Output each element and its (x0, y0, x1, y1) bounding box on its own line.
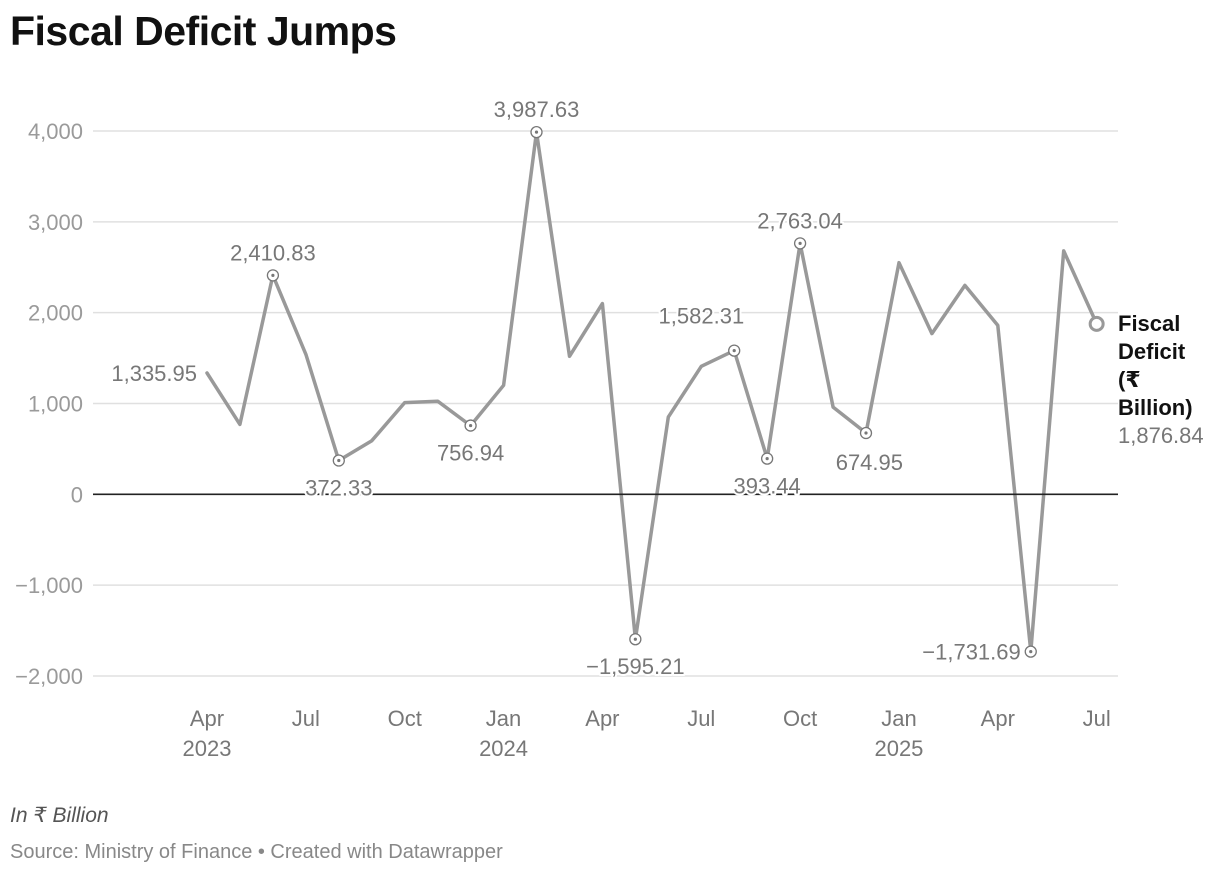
x-tick-label: Jan (486, 706, 521, 731)
x-tick-year-label: 2024 (479, 736, 528, 761)
unit-note: In ₹ Billion (10, 804, 109, 827)
series-legend-label: Fiscal (1118, 311, 1180, 336)
y-tick-label: 4,000 (28, 119, 83, 144)
data-label: 2,410.83 (230, 240, 316, 265)
data-label: 756.94 (437, 441, 504, 466)
annotated-point-dot (864, 431, 868, 435)
y-tick-label: 1,000 (28, 392, 83, 417)
annotated-point-dot (271, 273, 275, 277)
annotated-point-dot (633, 637, 637, 641)
y-tick-label: −1,000 (15, 573, 83, 598)
data-label: 1,582.31 (659, 304, 745, 329)
x-tick-label: Jul (292, 706, 320, 731)
y-tick-label: 3,000 (28, 210, 83, 235)
series-end-marker (1088, 315, 1105, 332)
series-last-value-label: 1,876.84 (1118, 423, 1204, 448)
x-tick-year-label: 2023 (183, 736, 232, 761)
series-legend-label: (₹ (1118, 367, 1141, 392)
y-tick-label: 0 (71, 482, 83, 507)
x-tick-label: Apr (981, 706, 1015, 731)
data-label: 372.33 (305, 476, 372, 501)
x-tick-label: Jan (881, 706, 916, 731)
source-note: Source: Ministry of Finance • Created wi… (10, 841, 503, 863)
annotated-point-dot (469, 423, 473, 428)
annotated-point-dot (534, 130, 539, 134)
data-label: 3,987.63 (494, 97, 580, 122)
x-tick-year-label: 2025 (874, 736, 923, 761)
annotated-point-dot (337, 458, 341, 463)
annotated-point-dot (1029, 650, 1033, 654)
series-line (205, 130, 1099, 654)
chart-title: Fiscal Deficit Jumps (10, 8, 397, 54)
x-tick-label: Apr (585, 706, 619, 731)
annotated-point-dot (798, 241, 802, 245)
x-tick-label: Jul (687, 706, 715, 731)
data-label: 1,335.95 (111, 361, 197, 386)
y-tick-label: −2,000 (15, 664, 83, 689)
annotated-point-dot (765, 456, 769, 461)
x-tick-label: Oct (783, 706, 817, 731)
y-tick-label: 2,000 (28, 301, 83, 326)
data-label: 2,763.04 (757, 208, 843, 233)
data-label: 674.95 (836, 450, 903, 475)
x-tick-label: Apr (190, 706, 224, 731)
data-label: −1,595.21 (586, 654, 684, 679)
data-label: 393.44 (734, 474, 801, 499)
x-tick-label: Jul (1083, 706, 1111, 731)
series-legend-label: Deficit (1118, 339, 1186, 364)
annotated-point-dot (732, 349, 736, 353)
data-label: −1,731.69 (922, 640, 1020, 665)
series-legend-label: Billion) (1118, 395, 1193, 420)
x-tick-label: Oct (388, 706, 422, 731)
